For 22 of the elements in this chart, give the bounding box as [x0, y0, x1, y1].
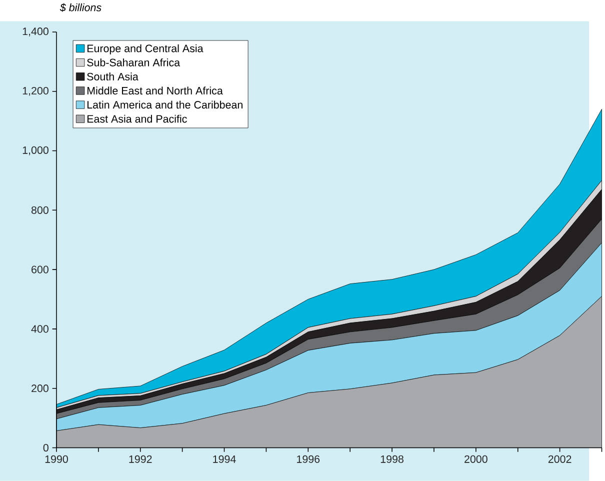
x-tick-label: 1992: [129, 455, 152, 463]
y-axis-title: $ billions: [60, 3, 102, 12]
y-tick-label: 400: [31, 325, 48, 333]
x-tick-label: 1998: [380, 455, 404, 463]
y-tick-label: 800: [31, 206, 48, 214]
x-tick-label: 2000: [464, 455, 488, 463]
y-tick-label: 1,400: [22, 28, 48, 36]
x-tick-label: 1996: [297, 455, 320, 463]
legend-label: South Asia: [87, 72, 138, 80]
x-tick-label: 1990: [45, 455, 68, 463]
legend-label: Europe and Central Asia: [87, 44, 204, 54]
y-tick-label: 0: [43, 444, 48, 452]
y-tick-label: 200: [32, 384, 48, 392]
x-tick-label: 2002: [548, 455, 572, 463]
legend-label: Middle East and North Africa: [87, 86, 223, 95]
y-tick-label: 1,200: [22, 87, 48, 96]
legend-label: Latin America and the Caribbean: [87, 100, 242, 109]
y-tick-label: 600: [32, 266, 48, 274]
x-tick-label: 1994: [213, 455, 236, 463]
legend-label: East Asia and Pacific: [87, 114, 187, 123]
legend-label: Sub-Saharan Africa: [87, 58, 180, 66]
y-tick-label: 1,000: [22, 146, 48, 156]
